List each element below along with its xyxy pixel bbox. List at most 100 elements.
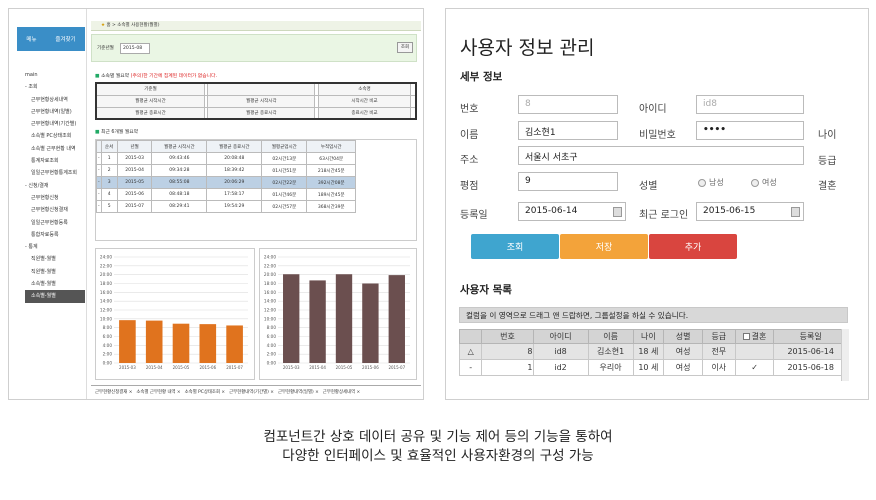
tree-item[interactable]: - 신청/결재 bbox=[25, 182, 49, 189]
grid-column-header[interactable]: 번호 bbox=[481, 329, 534, 344]
tree-item[interactable]: 근무현황내역(기간별) bbox=[31, 121, 77, 128]
column-header[interactable]: 월평균 시작시간 bbox=[151, 140, 208, 153]
column-header[interactable]: 월평균업시간 bbox=[261, 140, 308, 153]
group-panel[interactable]: 컬럼을 이 영역으로 드래그 앤 드랍하면, 그룹설정을 하실 수 있습니다. bbox=[459, 307, 848, 323]
grid-column-header[interactable]: 나이 bbox=[632, 329, 665, 344]
tree-item[interactable]: 소속별 근무현황 내역 bbox=[31, 145, 76, 152]
table-row[interactable]: -3 2015-05 08:55:08 20:06:29 02시간22분 392시간08분 bbox=[96, 176, 356, 189]
tree-item[interactable]: - 조회 bbox=[25, 84, 38, 91]
address-label: 주소 bbox=[460, 155, 479, 166]
column-header[interactable]: 누적업시간 bbox=[306, 140, 356, 153]
bar bbox=[199, 324, 217, 363]
bar bbox=[335, 274, 353, 363]
lastlogin-field[interactable]: 2015-06-15 bbox=[696, 202, 804, 221]
grid-column-header[interactable]: 성별 bbox=[663, 329, 703, 344]
grid-column-header[interactable]: 이름 bbox=[587, 329, 634, 344]
no-field[interactable]: 8 bbox=[518, 95, 618, 114]
save-button[interactable]: 저장 bbox=[560, 234, 648, 259]
y-tick-label: 14:00 bbox=[264, 299, 276, 304]
table-row[interactable]: -1 2015-03 09:43:46 20:08:48 02시간13분 63시간04분 bbox=[96, 152, 356, 165]
tree-item[interactable]: 근무현황내역(일별) bbox=[31, 108, 72, 115]
favorites-tab[interactable]: 즐겨찾기 bbox=[55, 37, 76, 43]
bottom-tab[interactable]: 근무현황내역(기간별) × bbox=[229, 389, 274, 395]
bottom-tabs: 근무현황신청결재 × 소속별 근무현황 내역 × 소속별 PC상태조회 × 근무현황내… bbox=[91, 385, 421, 397]
grid-row[interactable]: -1 id2 우리아 10 세 여성 이사 ✓ 2015-06-18 bbox=[458, 359, 848, 376]
grid-column-header[interactable]: 등록일 bbox=[773, 329, 848, 344]
password-field[interactable]: •••• bbox=[696, 121, 804, 140]
y-tick-label: 4:00 bbox=[267, 343, 277, 348]
tree-item[interactable]: main bbox=[25, 72, 38, 78]
search-button[interactable]: 조회 bbox=[471, 234, 559, 259]
y-tick-label: 2:00 bbox=[103, 352, 113, 357]
grid-column-header[interactable]: 등급 bbox=[701, 329, 736, 344]
page-title: 사용자 정보 관리 bbox=[460, 37, 595, 59]
grid-cell: 10 세 bbox=[632, 359, 665, 376]
table-cell: 2015-05 bbox=[116, 176, 153, 189]
month-select[interactable]: 2015-08 bbox=[120, 43, 150, 54]
column-header[interactable]: 월평균 종료시간 bbox=[206, 140, 263, 153]
tree-item[interactable]: 소속별 PC상태조회 bbox=[31, 133, 72, 140]
tree-item[interactable]: 소속별-월별 bbox=[31, 281, 56, 288]
bottom-tab[interactable]: 근무현황상세내역 × bbox=[322, 389, 361, 395]
tree-item[interactable]: 통계자료조회 bbox=[31, 158, 59, 165]
table-row[interactable]: -5 2015-07 08:29:41 19:54:29 02시간57분 368시간39분 bbox=[96, 200, 356, 213]
grid-column-label: 아이디 bbox=[549, 332, 572, 341]
table-cell: 01시간51분 bbox=[261, 164, 308, 177]
summary-row: 월평균 종료시간 월평균 종료시각 종료시간 비교 bbox=[95, 106, 417, 120]
calendar-icon[interactable] bbox=[613, 207, 622, 217]
table-cell: 4 bbox=[100, 188, 118, 201]
grid-scrollbar[interactable] bbox=[841, 329, 849, 381]
tree-item[interactable]: 직원별-월별 bbox=[31, 268, 56, 275]
tree-item[interactable]: 근무현황신청결재 bbox=[31, 207, 68, 214]
table-cell: 09:43:46 bbox=[151, 152, 208, 165]
grid-column-header[interactable]: 결혼 bbox=[734, 329, 775, 344]
regdate-field[interactable]: 2015-06-14 bbox=[518, 202, 626, 221]
column-header[interactable]: 년월 bbox=[116, 140, 153, 153]
grid-column-label: 등록일 bbox=[799, 332, 822, 341]
no-label: 번호 bbox=[460, 104, 479, 115]
tree-item[interactable]: 직원별-월별 bbox=[31, 256, 56, 263]
id-field[interactable]: id8 bbox=[696, 95, 804, 114]
x-tick-label: 2015-03 bbox=[119, 365, 136, 370]
address-field[interactable]: 서울시 서초구 bbox=[518, 146, 804, 165]
y-tick-label: 20:00 bbox=[100, 272, 112, 277]
calendar-icon[interactable] bbox=[791, 207, 800, 217]
tree-item[interactable]: 소속별-월별 bbox=[25, 290, 85, 303]
gender-male[interactable]: 남성 bbox=[698, 177, 724, 188]
tree-item[interactable]: 근무현황상세내역 bbox=[31, 96, 68, 103]
summary-cell bbox=[203, 106, 209, 120]
tree-item[interactable]: 일일근무현황통계조회 bbox=[31, 170, 78, 177]
bottom-tab[interactable]: 소속별 PC상태조회 × bbox=[184, 389, 226, 395]
y-tick-label: 0:00 bbox=[103, 361, 113, 366]
y-tick-label: 10:00 bbox=[264, 316, 276, 321]
bottom-tab[interactable]: 소속별 근무현황 내역 × bbox=[136, 389, 181, 395]
table-cell: 02시간13분 bbox=[261, 152, 308, 165]
grid-column-header[interactable] bbox=[458, 329, 483, 344]
y-tick-label: 0:00 bbox=[267, 361, 277, 366]
table-cell: 2 bbox=[100, 164, 118, 177]
rating-field[interactable]: 9 bbox=[518, 172, 618, 191]
table-row[interactable]: -4 2015-06 08:48:18 17:58:17 01시간46분 189시간45분 bbox=[96, 188, 356, 201]
tree-item[interactable]: 통합자료등록 bbox=[31, 231, 59, 238]
menu-tab[interactable]: 메뉴 bbox=[26, 37, 37, 43]
tree-item[interactable]: 일일근무현황등록 bbox=[31, 219, 68, 226]
add-button[interactable]: 추가 bbox=[649, 234, 737, 259]
bottom-tab[interactable]: 근무현황신청결재 × bbox=[95, 389, 133, 395]
gender-female[interactable]: 여성 bbox=[751, 177, 777, 188]
y-tick-label: 8:00 bbox=[103, 325, 113, 330]
grid-cell: 2015-06-18 bbox=[773, 359, 848, 376]
table-cell: 02시간22분 bbox=[261, 176, 308, 189]
filter-label: 기준년월 bbox=[97, 46, 114, 51]
bottom-tab[interactable]: 근무현황내역(일별) × bbox=[277, 389, 319, 395]
column-header[interactable]: 순서 bbox=[100, 140, 118, 153]
table-row[interactable]: -2 2015-04 09:34:28 18:39:42 01시간51분 218시간45분 bbox=[96, 164, 356, 177]
checkbox-icon[interactable] bbox=[742, 333, 750, 340]
grid-row[interactable]: △ 8 id8 김소현1 18 세 여성 전무 2015-06-14 bbox=[458, 343, 848, 360]
summary-cell: 월평균 시작시각 bbox=[207, 94, 316, 108]
search-button[interactable]: 조회 bbox=[397, 42, 413, 53]
grid-column-header[interactable]: 아이디 bbox=[532, 329, 589, 344]
name-field[interactable]: 김소현1 bbox=[518, 121, 618, 140]
tree-item[interactable]: - 통계 bbox=[25, 244, 38, 251]
tree-item[interactable]: 근무현황신청 bbox=[31, 194, 59, 201]
